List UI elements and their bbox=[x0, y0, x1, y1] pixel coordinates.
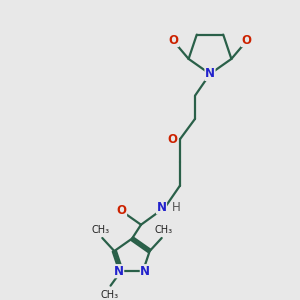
Text: O: O bbox=[242, 34, 251, 46]
Text: H: H bbox=[172, 201, 180, 214]
Text: CH₃: CH₃ bbox=[154, 224, 172, 235]
Text: O: O bbox=[116, 204, 127, 217]
Text: CH₃: CH₃ bbox=[92, 224, 110, 235]
Text: CH₃: CH₃ bbox=[100, 290, 118, 300]
Text: N: N bbox=[157, 201, 166, 214]
Text: O: O bbox=[167, 133, 178, 146]
Text: N: N bbox=[205, 68, 215, 80]
Text: N: N bbox=[140, 265, 150, 278]
Text: O: O bbox=[169, 34, 178, 46]
Text: N: N bbox=[114, 265, 124, 278]
